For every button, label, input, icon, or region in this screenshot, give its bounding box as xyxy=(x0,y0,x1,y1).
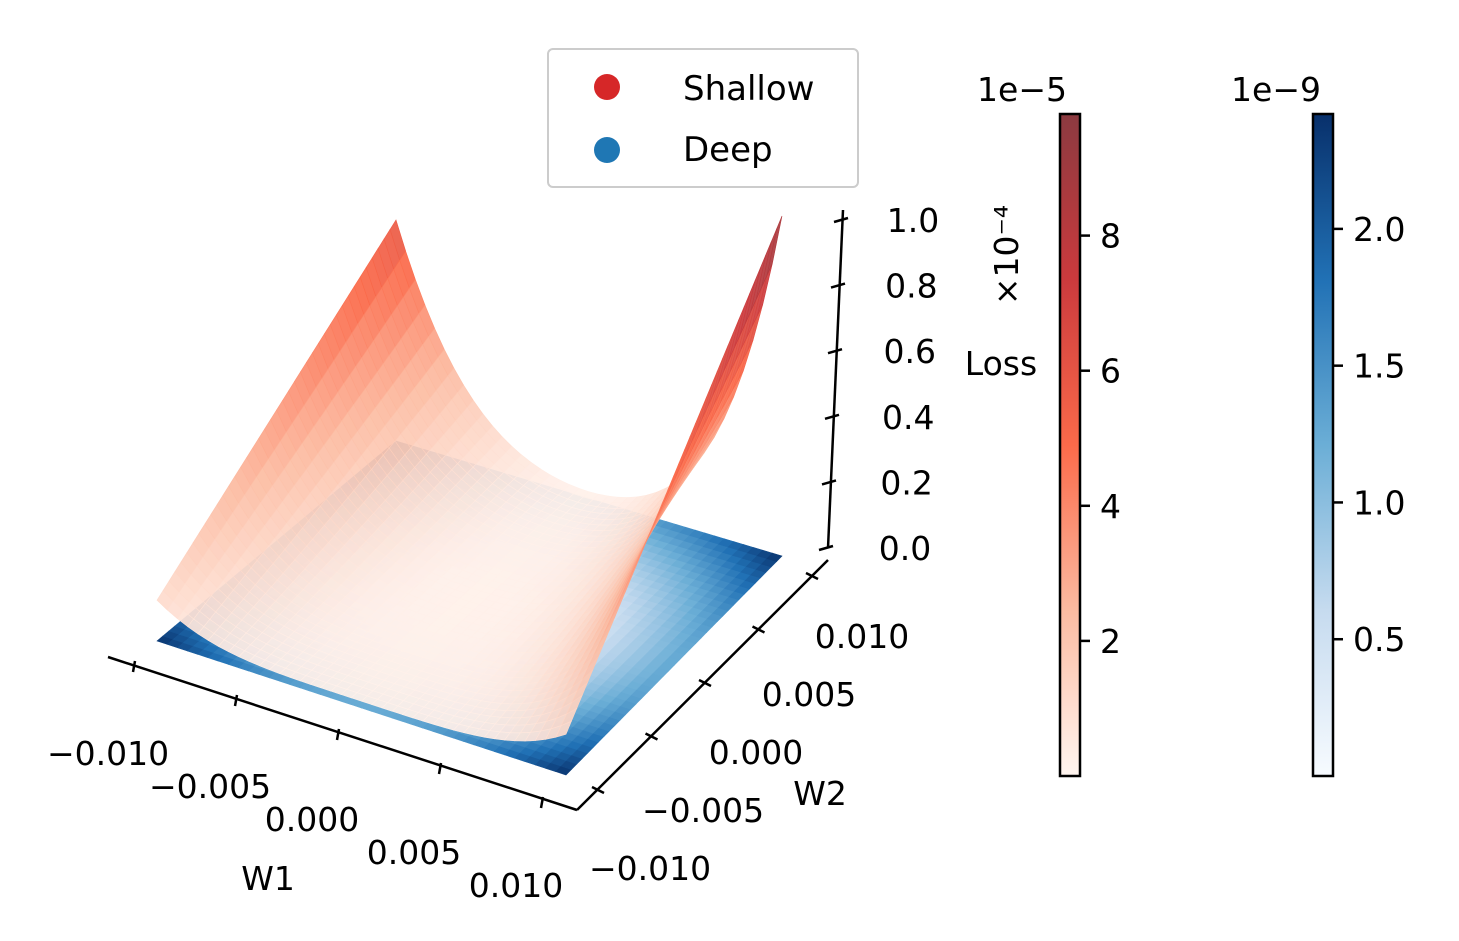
z-tick-0 xyxy=(818,544,834,552)
colorbar-deep: 1e−9 0.5 1.0 1.5 2.0 xyxy=(1231,70,1405,778)
colorbar-shallow-tick-label-3: 8 xyxy=(1100,217,1121,256)
x-axis-label: W1 xyxy=(241,859,295,898)
legend: Shallow Deep xyxy=(547,48,859,188)
z-tick-label-1: 0.2 xyxy=(880,463,932,502)
z-tick-2 xyxy=(824,413,840,421)
y-axis-line xyxy=(576,559,829,811)
colorbar-deep-tick-label-2: 1.5 xyxy=(1353,347,1405,386)
z-axis-line xyxy=(826,209,845,549)
legend-marker-deep xyxy=(594,137,620,163)
x-tick-label-4: 0.010 xyxy=(469,866,563,905)
z-tick-label-2: 0.4 xyxy=(882,398,934,437)
y-tick-3 xyxy=(751,625,766,634)
y-tick-label-4: 0.010 xyxy=(815,617,909,656)
legend-frame xyxy=(547,48,859,188)
z-scale-label: ×10⁻⁴ xyxy=(987,205,1026,305)
x-tick-label-2: 0.000 xyxy=(265,800,359,839)
x-tick-3 xyxy=(437,762,443,775)
x-tick-4 xyxy=(539,796,545,809)
y-tick-label-1: −0.005 xyxy=(642,791,764,830)
z-tick-label-4: 0.8 xyxy=(885,267,937,306)
y-tick-4 xyxy=(805,571,819,581)
x-tick-label-3: 0.005 xyxy=(367,833,461,872)
z-tick-label-3: 0.6 xyxy=(884,332,936,371)
shallow-surface xyxy=(156,215,783,742)
legend-marker-shallow xyxy=(594,74,620,100)
y-tick-label-0: −0.010 xyxy=(589,849,711,888)
x-axis-line xyxy=(107,655,578,812)
x-tick-0 xyxy=(131,660,137,673)
z-tick-1 xyxy=(821,479,837,486)
colorbar-deep-tick-label-3: 2.0 xyxy=(1353,210,1405,249)
y-axis-label: W2 xyxy=(793,774,847,813)
y-tick-1 xyxy=(644,732,659,741)
colorbar-shallow-tick-label-1: 4 xyxy=(1100,487,1121,526)
x-tick-label-1: −0.005 xyxy=(149,767,271,806)
colorbar-shallow-bar xyxy=(1058,112,1082,778)
z-tick-4 xyxy=(830,282,846,289)
y-tick-0 xyxy=(591,785,605,795)
colorbar-deep-tick-label-1: 1.0 xyxy=(1353,483,1405,522)
legend-label-shallow: Shallow xyxy=(683,69,814,109)
z-tick-label-0: 0.0 xyxy=(879,529,931,568)
y-tick-label-2: 0.000 xyxy=(709,733,803,772)
x-tick-label-0: −0.010 xyxy=(47,734,169,773)
y-tick-label-3: 0.005 xyxy=(762,675,856,714)
y-tick-2 xyxy=(698,678,712,688)
colorbar-shallow-tick-label-0: 2 xyxy=(1100,622,1121,661)
z-tick-3 xyxy=(827,347,843,355)
colorbar-shallow-tick-label-2: 6 xyxy=(1100,352,1121,391)
z-tick-5 xyxy=(833,216,849,224)
z-axis-label: Loss xyxy=(965,344,1037,383)
x-tick-2 xyxy=(335,728,341,741)
colorbar-deep-bar xyxy=(1311,112,1335,778)
legend-label-deep: Deep xyxy=(683,130,773,170)
colorbar-deep-tick-label-0: 0.5 xyxy=(1353,620,1405,659)
colorbar-shallow-offset: 1e−5 xyxy=(977,70,1067,109)
colorbar-shallow: 1e−5 2 4 6 8 xyxy=(977,70,1121,778)
z-tick-label-5: 1.0 xyxy=(887,201,939,240)
colorbar-deep-offset: 1e−9 xyxy=(1231,70,1321,109)
x-tick-1 xyxy=(233,694,239,707)
